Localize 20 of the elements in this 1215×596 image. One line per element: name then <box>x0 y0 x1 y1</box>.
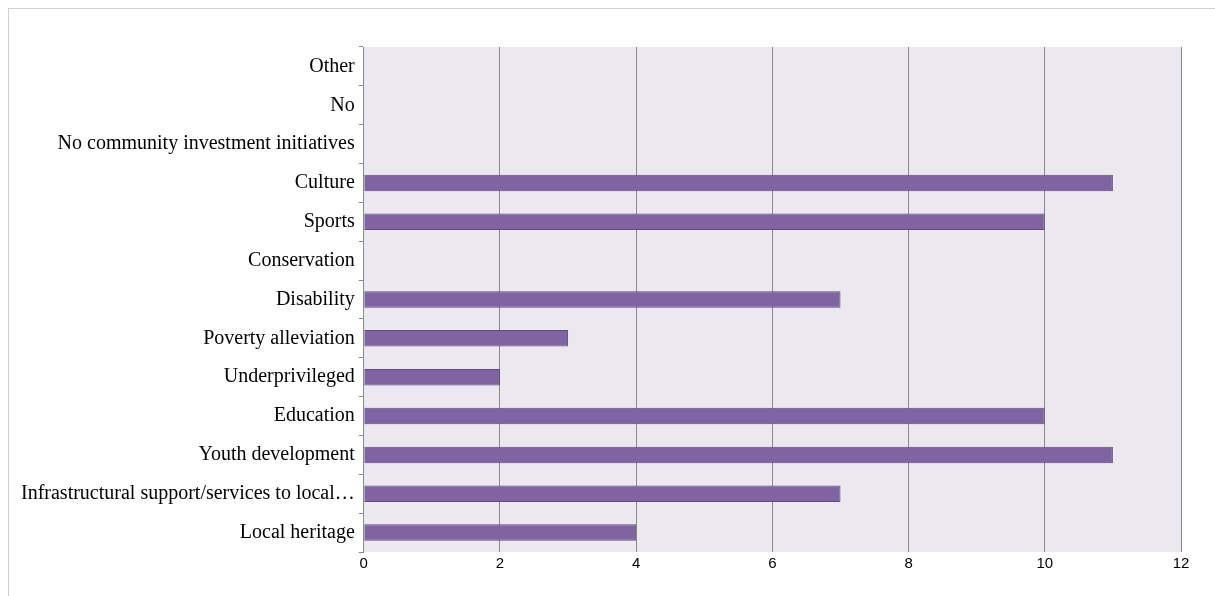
y-tick-label: Youth development <box>198 442 356 466</box>
x-tick-label: 10 <box>1036 554 1054 572</box>
y-tick-label: Poverty alleviation <box>203 325 355 349</box>
y-tick-label: Sports <box>303 209 355 233</box>
y-tick-label: Education <box>273 403 355 426</box>
x-tick-label: 8 <box>904 554 913 572</box>
y-tick-label: No community investment initiatives <box>57 131 355 155</box>
y-tick-label: Disability <box>275 286 355 310</box>
y-tick-label: Local heritage <box>239 519 355 543</box>
y-tick-label: Conservation <box>248 247 355 270</box>
x-tick-label: 12 <box>1172 554 1190 572</box>
y-tick-label: Underprivileged <box>223 364 355 388</box>
x-tick-label: 4 <box>632 554 641 572</box>
x-tick-label: 2 <box>495 554 505 572</box>
y-tick-label: No <box>330 92 355 115</box>
x-tick-label: 0 <box>359 554 368 572</box>
y-tick-label: Culture <box>294 170 355 193</box>
y-tick-label: Other <box>309 53 356 76</box>
y-tick-label: Infrastructural support/services to local… <box>21 480 355 504</box>
x-tick-label: 6 <box>768 554 777 572</box>
